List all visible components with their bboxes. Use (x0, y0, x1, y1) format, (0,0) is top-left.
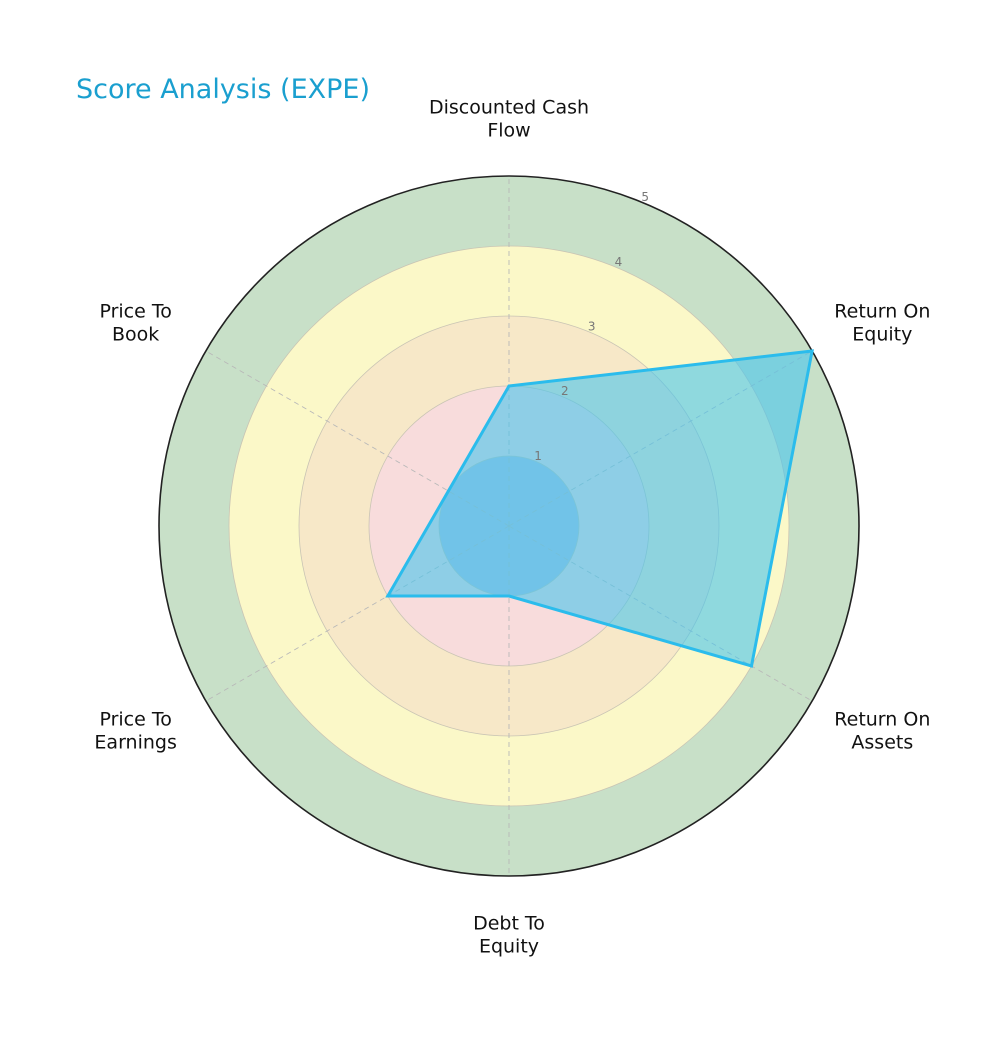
axis-label: Price To (99, 709, 171, 731)
chart-title: Score Analysis (EXPE) (76, 74, 370, 105)
data-point (749, 664, 753, 668)
axis-label: Return On (834, 301, 930, 323)
axis-label: Assets (851, 732, 913, 754)
axis-label: Price To (99, 301, 171, 323)
radial-tick-labels: 1 2 3 4 5 (534, 190, 649, 463)
data-point (507, 594, 511, 598)
data-point (446, 489, 450, 493)
axis-label: Discounted Cash (429, 97, 589, 119)
radial-tick-label: 3 (588, 319, 596, 333)
data-point (386, 594, 390, 598)
axis-label: Equity (852, 324, 912, 346)
radial-tick-label: 4 (615, 255, 623, 269)
axis-label: Earnings (94, 732, 176, 754)
axis-label: Flow (487, 120, 530, 142)
data-point (507, 384, 511, 388)
axis-label: Return On (834, 709, 930, 731)
axis-label: Book (112, 324, 159, 346)
radial-tick-label: 5 (641, 190, 649, 204)
radial-tick-label: 1 (534, 449, 542, 463)
radial-tick-label: 2 (561, 384, 569, 398)
outer-ring (158, 175, 860, 877)
data-point (810, 349, 814, 353)
axis-label: Debt To (473, 913, 545, 935)
score-series (385, 349, 814, 668)
axis-label: Equity (479, 936, 539, 958)
